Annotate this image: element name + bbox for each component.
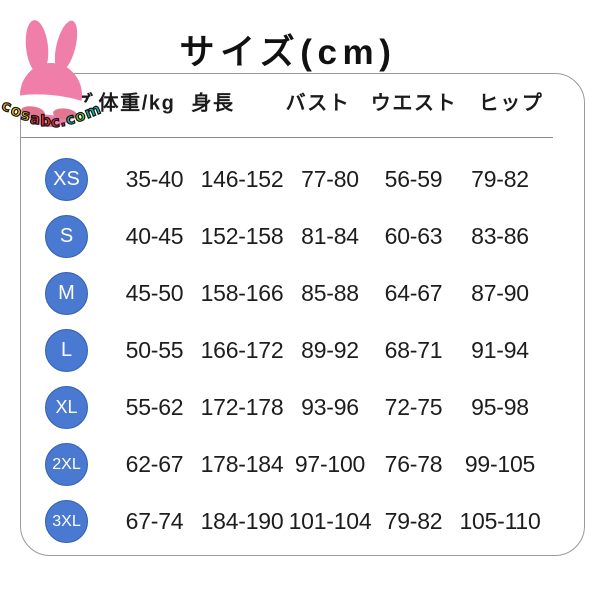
hip-cell: 95-98	[471, 394, 529, 420]
page-title: サイズ(cm)	[179, 33, 397, 72]
waist-cell: 76-78	[384, 451, 443, 477]
table-header-hip: ヒップ	[478, 92, 544, 115]
hip-cell: 79-82	[471, 166, 529, 192]
height-cell: 146-152	[200, 166, 284, 192]
table-row: 3XL 67-74 184-190 101-104 79-82 105-110	[21, 493, 584, 550]
size-badge: XS	[45, 158, 88, 201]
height-cell: 152-158	[200, 223, 284, 249]
table-row: M 45-50 158-166 85-88 64-67 87-90	[21, 265, 584, 322]
table-row: XL 55-62 172-178 93-96 72-75 95-98	[21, 379, 584, 436]
bust-cell: 93-96	[301, 394, 359, 420]
size-badge: XL	[45, 386, 88, 429]
bust-cell: 81-84	[301, 223, 359, 249]
waist-cell: 64-67	[384, 280, 443, 306]
waist-cell: 79-82	[384, 508, 443, 534]
header-divider	[21, 137, 553, 138]
table-header-weight: 体重/kg	[98, 92, 176, 115]
weight-cell: 40-45	[125, 223, 184, 249]
brand-letter: c	[0, 95, 15, 117]
weight-cell: 45-50	[125, 280, 184, 306]
height-cell: 158-166	[200, 280, 284, 306]
bust-cell: 101-104	[288, 508, 372, 534]
waist-cell: 56-59	[384, 166, 443, 192]
weight-cell: 67-74	[125, 508, 184, 534]
hip-cell: 83-86	[471, 223, 529, 249]
waist-cell: 60-63	[384, 223, 443, 249]
size-badge: 2XL	[45, 443, 88, 486]
bust-cell: 89-92	[301, 337, 359, 363]
bust-cell: 97-100	[294, 451, 366, 477]
hip-cell: 99-105	[464, 451, 536, 477]
table-row: XS 35-40 146-152 77-80 56-59 79-82	[21, 151, 584, 208]
hip-cell: 91-94	[471, 337, 529, 363]
weight-cell: 35-40	[125, 166, 184, 192]
table-row: S 40-45 152-158 81-84 60-63 83-86	[21, 208, 584, 265]
height-cell: 166-172	[200, 337, 284, 363]
table-header-bust: バスト	[285, 92, 351, 115]
height-cell: 178-184	[200, 451, 284, 477]
table-row: 2XL 62-67 178-184 97-100 76-78 99-105	[21, 436, 584, 493]
table-body: XS 35-40 146-152 77-80 56-59 79-82 S 40-…	[21, 151, 584, 550]
table-header-row: サイズ 体重/kg 身長 バスト ウエスト ヒップ	[21, 74, 584, 137]
waist-cell: 68-71	[384, 337, 443, 363]
table-header-size: サイズ	[30, 92, 96, 115]
size-badge: S	[45, 215, 88, 258]
size-table: サイズ 体重/kg 身長 バスト ウエスト ヒップ XS 35-40 146-1…	[20, 73, 585, 556]
bust-cell: 77-80	[301, 166, 359, 192]
bust-cell: 85-88	[301, 280, 359, 306]
weight-cell: 55-62	[125, 394, 184, 420]
table-header-height: 身長	[191, 92, 235, 115]
table-row: L 50-55 166-172 89-92 68-71 91-94	[21, 322, 584, 379]
size-badge: 3XL	[45, 500, 88, 543]
size-badge: L	[45, 329, 88, 372]
weight-cell: 62-67	[125, 451, 184, 477]
height-cell: 184-190	[200, 508, 284, 534]
hip-cell: 87-90	[471, 280, 529, 306]
table-header-waist: ウエスト	[370, 92, 458, 115]
size-badge: M	[45, 272, 88, 315]
hip-cell: 105-110	[459, 508, 541, 534]
waist-cell: 72-75	[384, 394, 443, 420]
height-cell: 172-178	[200, 394, 284, 420]
weight-cell: 50-55	[125, 337, 184, 363]
